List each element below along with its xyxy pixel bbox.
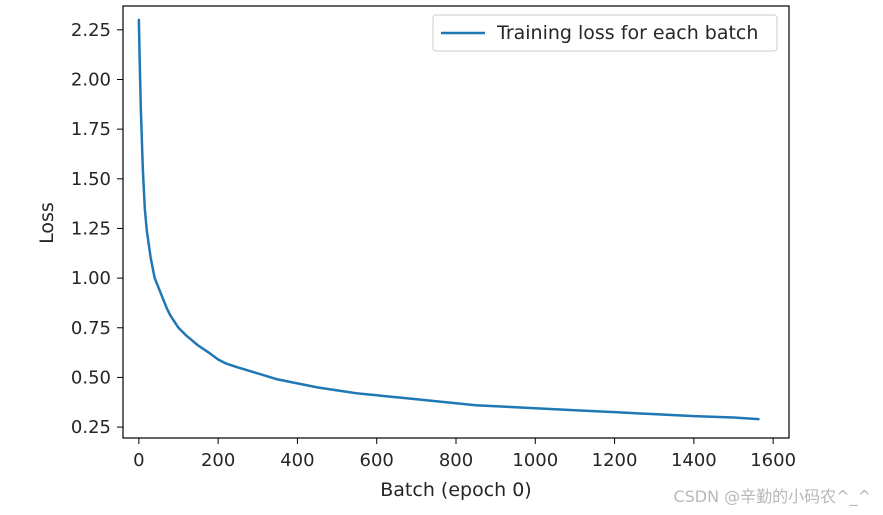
plot-layer [137, 18, 760, 421]
legend: Training loss for each batch [432, 14, 778, 52]
y-tick-label: 0.50 [71, 367, 111, 388]
x-tick-label: 1000 [512, 450, 558, 471]
x-tick-label: 400 [280, 450, 314, 471]
y-tick-label: 1.50 [71, 169, 111, 190]
x-axis-label: Batch (epoch 0) [380, 479, 531, 501]
x-tick-label: 600 [360, 450, 394, 471]
axes-layer: 0 200 400 600 800 1000 1200 1400 1600 0.25 0.50 0.7… [71, 5, 796, 471]
y-tick-label: 0.25 [71, 417, 111, 438]
y-tick-label: 0.75 [71, 318, 111, 339]
axes-frame [122, 5, 790, 439]
y-tick-label: 1.75 [71, 119, 111, 140]
y-tick-label: 2.25 [71, 20, 111, 41]
y-tick-label: 1.00 [71, 268, 111, 289]
x-tick-label: 0 [133, 450, 144, 471]
y-tick-label: 2.00 [71, 69, 111, 90]
legend-label: Training loss for each batch [496, 22, 758, 44]
y-tick-label: 1.25 [71, 218, 111, 239]
x-tick-label: 1400 [671, 450, 717, 471]
x-tick-label: 1200 [592, 450, 638, 471]
legend-box [432, 14, 778, 52]
y-axis-label: Loss [36, 202, 58, 244]
x-tick-label: 1600 [750, 450, 796, 471]
watermark: CSDN @辛勤的小码农^_^ [673, 487, 871, 506]
x-tick-label: 200 [201, 450, 235, 471]
x-tick-label: 800 [439, 450, 473, 471]
series-line-0 [137, 18, 760, 421]
